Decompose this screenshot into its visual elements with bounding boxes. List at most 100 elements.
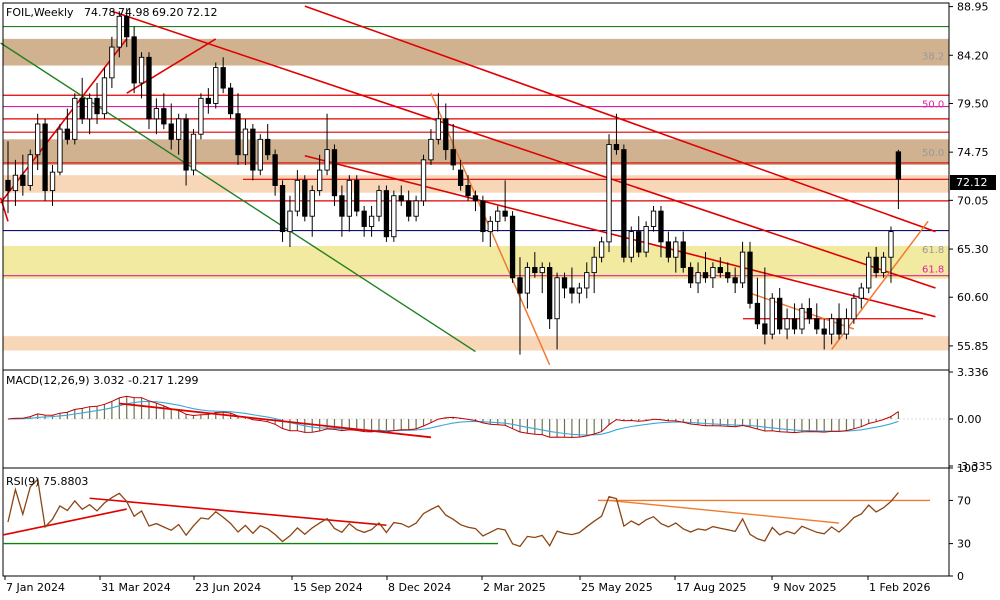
candles-layer <box>5 8 902 355</box>
candle-body <box>309 190 315 217</box>
candle-body <box>413 200 419 217</box>
candle-body <box>190 133 197 171</box>
candle-body <box>242 128 249 156</box>
candle-body <box>739 251 746 284</box>
candle-body <box>250 128 256 171</box>
candle-body <box>895 151 902 180</box>
candle-body <box>220 67 226 89</box>
candle-body <box>717 267 723 274</box>
candle-body <box>42 123 48 192</box>
candle-body <box>569 287 575 294</box>
candle-body <box>86 97 93 120</box>
candle-body <box>12 174 19 192</box>
ohlc-open: 74.78 <box>84 6 116 19</box>
ohlc-high: 74.98 <box>118 6 150 19</box>
macd-layer: 3.336 0.00 -3.335 <box>3 366 992 473</box>
candle-body <box>687 267 694 284</box>
candle-body <box>524 267 531 294</box>
ohlc-low: 69.20 <box>152 6 184 19</box>
trendline <box>0 197 9 222</box>
candle-body <box>806 308 813 320</box>
candle-body <box>205 97 211 104</box>
rsi-line <box>7 478 899 548</box>
candle-body <box>873 256 879 274</box>
zone-band <box>3 245 949 279</box>
y-tick-label: 79.50 <box>957 97 989 110</box>
candle-body <box>539 267 545 274</box>
candle-body <box>584 272 590 289</box>
candle-body <box>606 144 612 243</box>
candle-body <box>294 179 301 212</box>
candle-body <box>843 318 850 335</box>
candle-body <box>784 318 790 330</box>
candle-body <box>828 318 835 335</box>
macd-y-tick-label: 3.336 <box>957 366 989 379</box>
rsi-trendline <box>608 499 840 524</box>
candle-body <box>598 241 605 258</box>
candle-body <box>406 200 412 217</box>
candle-body <box>339 195 345 217</box>
candle-body <box>435 118 442 140</box>
candle-body <box>368 215 375 227</box>
candle-body <box>146 56 152 120</box>
candle-body <box>443 118 449 151</box>
candle-body <box>650 210 657 227</box>
rsi-trendline <box>2 508 127 536</box>
candle-body <box>57 128 63 173</box>
current-price-tag <box>950 175 996 190</box>
candle-body <box>673 241 679 258</box>
candle-body <box>814 318 820 330</box>
fib-label: 38.2 <box>922 51 944 62</box>
x-tick-label: 2 Mar 2025 <box>483 581 546 594</box>
candle-body <box>821 328 827 335</box>
candle-body <box>161 108 167 125</box>
candle-body <box>554 277 560 320</box>
candle-body <box>547 267 553 320</box>
candle-body <box>725 272 731 279</box>
fib-label: 61.8 <box>922 245 944 256</box>
zone-layer <box>3 38 949 351</box>
candle-body <box>35 123 41 156</box>
x-tick-label: 8 Dec 2024 <box>388 581 451 594</box>
candle-body <box>94 97 100 115</box>
rsi-trendline <box>89 497 387 527</box>
candle-body <box>383 190 390 238</box>
candle-body <box>361 210 367 227</box>
candle-body <box>124 15 130 38</box>
candle-body <box>613 144 620 151</box>
zone-band <box>3 139 949 165</box>
trendline <box>304 154 936 318</box>
candle-body <box>316 169 323 192</box>
candle-body <box>72 97 78 140</box>
candle-body <box>153 108 160 120</box>
fib-label-layer: 38.2 50.0 50.0 61.8 61.8 <box>922 51 944 275</box>
candle-body <box>777 297 783 330</box>
rsi-y-tick-label: 30 <box>957 538 971 551</box>
macd-trendline <box>119 402 432 439</box>
candle-body <box>695 272 701 284</box>
candle-body <box>628 231 634 258</box>
y-tick-label: 70.05 <box>957 194 989 207</box>
rsi-layer: 100 70 30 0 <box>2 462 978 583</box>
x-tick-label: 23 Jun 2024 <box>195 581 261 594</box>
candle-body <box>799 308 805 330</box>
candle-body <box>769 297 775 335</box>
candle-body <box>487 220 493 233</box>
candle-body <box>621 149 627 258</box>
y-tick-label: 55.85 <box>957 340 989 353</box>
fib-label: 61.8 <box>922 265 944 276</box>
zone-band <box>3 175 949 193</box>
candle-body <box>880 256 887 274</box>
y-tick-label: 60.60 <box>957 291 989 304</box>
current-price-label: 72.12 <box>956 176 988 189</box>
candle-body <box>198 97 204 135</box>
candle-body <box>472 195 479 202</box>
x-tick-label: 7 Jan 2024 <box>6 581 65 594</box>
candle-body <box>227 87 234 115</box>
candle-body <box>183 118 189 171</box>
candle-body <box>747 251 753 304</box>
x-tick-label: 17 Aug 2025 <box>676 581 746 594</box>
x-tick-label: 25 May 2025 <box>581 581 653 594</box>
candle-body <box>279 185 286 233</box>
candle-body <box>754 302 761 325</box>
